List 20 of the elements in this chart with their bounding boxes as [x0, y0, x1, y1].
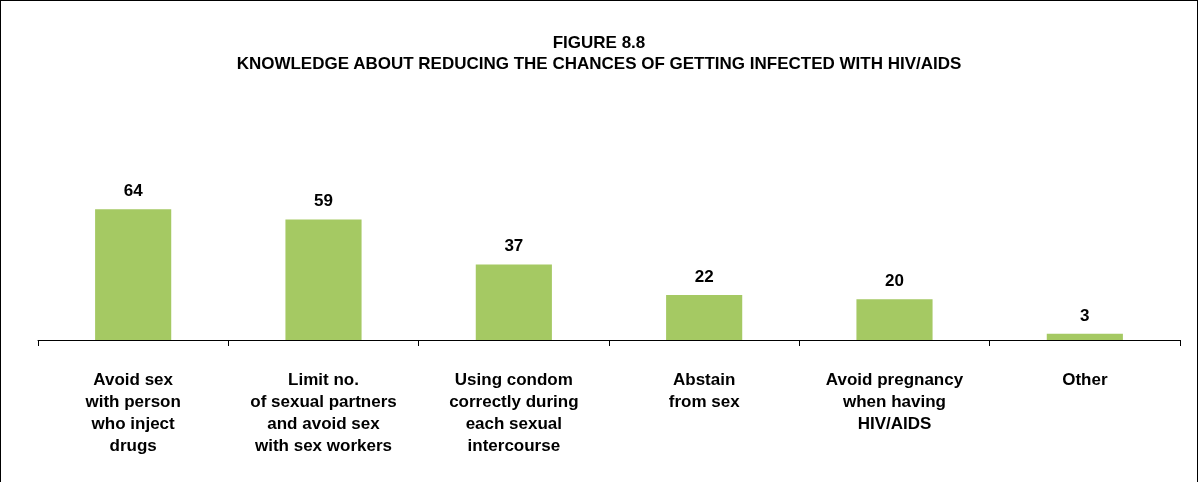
data-label: 3	[1080, 305, 1090, 325]
x-tick-label: Abstain from sex	[668, 369, 741, 411]
data-label: 20	[885, 271, 904, 291]
bar	[666, 295, 743, 340]
data-label: 64	[123, 181, 144, 201]
bar	[475, 264, 552, 340]
data-label: 59	[314, 191, 333, 211]
chart-title: FIGURE 8.8	[552, 33, 646, 52]
bar	[1046, 333, 1123, 340]
x-tick-label: Other	[1062, 369, 1108, 389]
x-tick-label: Avoid sex with person who inject drugs	[84, 369, 181, 455]
bar	[285, 219, 362, 340]
data-label: 22	[694, 267, 714, 287]
bar	[95, 209, 172, 340]
chart-subtitle: KNOWLEDGE ABOUT REDUCING THE CHANCES OF GETTING INFECTED WITH HIV/AIDS	[236, 54, 962, 73]
bar	[856, 299, 933, 340]
x-tick-label: Limit no. of sexual partners and avoid sex with sex workers	[250, 369, 397, 455]
x-tick-label: Using condom correctly during each sexual intercourse	[449, 369, 579, 455]
data-label: 37	[504, 236, 524, 256]
x-tick-label: Avoid pregnancy when having HIV/AIDS	[825, 369, 964, 433]
